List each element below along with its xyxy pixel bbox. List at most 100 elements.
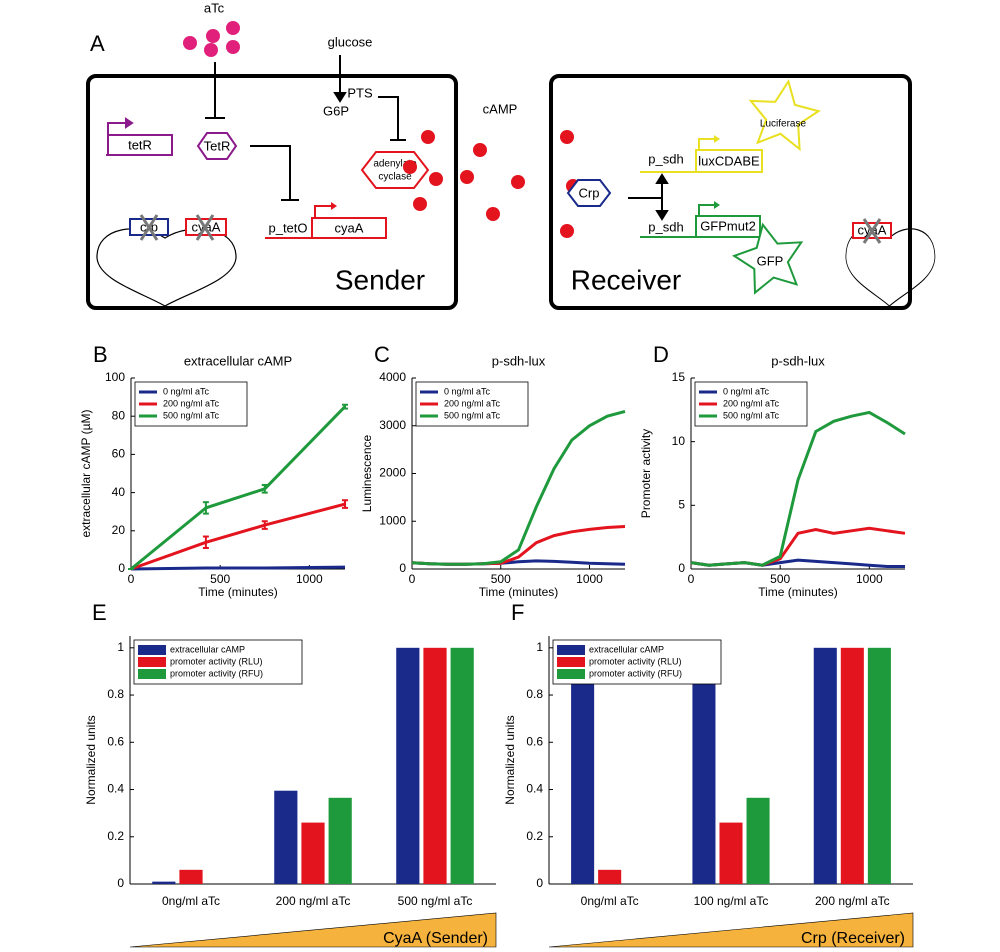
chromosome — [845, 228, 936, 307]
receiver-cell — [549, 74, 912, 310]
gradient-triangle — [548, 912, 914, 948]
x-tick-label: 500 ng/ml aTc — [398, 894, 473, 908]
annotation: CyaA (Sender) — [383, 930, 488, 947]
x-tick-label: 500 — [491, 572, 511, 586]
deletion-marks — [139, 214, 215, 241]
luciferase-label: Luciferase — [760, 119, 807, 130]
y-tick-label: 0.8 — [526, 687, 543, 701]
tetr-gene-label: tetR — [128, 137, 152, 152]
sender-label: Sender — [335, 264, 425, 295]
legend-label: 200 ng/ml aTc — [163, 398, 220, 408]
chart-title: p-sdh-lux — [492, 353, 546, 368]
legend-swatch — [138, 669, 166, 679]
y-tick-label: 0.6 — [526, 734, 543, 748]
tetr-protein-label: TetR — [204, 138, 231, 153]
y-axis-label: Normalized units — [503, 715, 517, 804]
bar — [301, 822, 325, 884]
data-line — [411, 409, 626, 566]
promoter-arrowhead — [714, 135, 720, 143]
x-tick-label: 1000 — [856, 572, 883, 586]
x-tick-label: 0 — [128, 572, 135, 586]
gfp-gene-label: GFPmut2 — [700, 218, 756, 233]
gradient-triangle — [129, 912, 497, 948]
panel-label: F — [511, 600, 524, 625]
legend-label: 0 ng/ml aTc — [444, 386, 491, 396]
panel-label: A — [90, 31, 105, 56]
bar — [423, 647, 447, 884]
promoter-label: p_sdh — [648, 151, 683, 166]
g6p-label: G6P — [323, 103, 349, 118]
legend-label: 500 ng/ml aTc — [163, 410, 220, 420]
lux-gene-label: luxCDABE — [698, 153, 760, 168]
y-tick-label: 0 — [678, 561, 685, 575]
y-tick-label: 0.6 — [107, 734, 124, 748]
panel-label: D — [653, 342, 669, 367]
legend-label: 200 ng/ml aTc — [723, 398, 780, 408]
x-axis-label: Time (minutes) — [758, 585, 838, 599]
promoter-arrow — [314, 205, 333, 218]
lux-gene — [695, 149, 763, 173]
pts-label: PTS — [347, 85, 373, 100]
bar — [746, 797, 770, 884]
bar — [813, 647, 837, 884]
y-tick-label: 0.4 — [526, 782, 543, 796]
promoter-label: p_sdh — [648, 219, 683, 234]
bar — [692, 676, 716, 884]
adenylate-cyclase-label: adenylate — [373, 159, 417, 170]
panel-label: E — [92, 600, 107, 625]
x-tick-label: 0 — [688, 572, 695, 586]
cyaa-gene-label: cyaA — [335, 220, 364, 235]
y-tick-label: 0 — [118, 561, 125, 575]
y-tick-label: 60 — [112, 447, 126, 461]
legend-label: promoter activity (RFU) — [170, 668, 263, 678]
annotation: Crp (Receiver) — [801, 930, 905, 947]
x-tick-label: 0ng/ml aTc — [581, 894, 639, 908]
y-axis-label: Normalized units — [84, 715, 98, 804]
atc-molecules — [183, 21, 240, 57]
error-bar — [261, 520, 268, 530]
y-tick-label: 0 — [117, 876, 124, 890]
x-tick-label: 500 — [210, 572, 230, 586]
legend-label: 200 ng/ml aTc — [444, 398, 501, 408]
y-axis-label: extracellular cAMP (µM) — [79, 409, 93, 537]
y-tick-label: 1 — [536, 640, 543, 654]
legend-swatch — [557, 657, 585, 667]
bar — [867, 647, 891, 884]
y-tick-label: 0 — [399, 561, 406, 575]
error-bar — [202, 535, 209, 549]
chart-title: extracellular cAMP — [184, 353, 292, 368]
legend-label: 500 ng/ml aTc — [444, 410, 501, 420]
x-tick-label: 200 ng/ml aTc — [276, 894, 351, 908]
data-line — [130, 502, 346, 571]
receiver-label: Receiver — [571, 264, 681, 295]
x-tick-label: 200 ng/ml aTc — [815, 894, 890, 908]
regulation-lines — [205, 55, 406, 201]
gfp-label: GFP — [757, 253, 784, 268]
y-axis-label: Luminescence — [360, 434, 374, 512]
luciferase-star — [748, 78, 821, 152]
bar — [274, 790, 298, 884]
legend-label: 500 ng/ml aTc — [723, 410, 780, 420]
promoter-arrow — [698, 138, 716, 150]
bar — [152, 881, 176, 884]
x-tick-label: 0 — [409, 572, 416, 586]
y-tick-label: 0.8 — [107, 687, 124, 701]
promoter-arrowhead — [331, 202, 337, 210]
error-bar — [202, 501, 209, 515]
data-line — [130, 565, 346, 571]
bar — [328, 797, 352, 884]
error-bar — [342, 403, 348, 410]
legend-label: promoter activity (RLU) — [589, 656, 682, 666]
bar — [179, 869, 203, 884]
x-tick-label: 1000 — [576, 572, 603, 586]
legend-swatch — [557, 669, 585, 679]
y-tick-label: 0.2 — [526, 829, 543, 843]
crp-protein — [566, 179, 612, 207]
legend-label: 0 ng/ml aTc — [163, 386, 210, 396]
gfp-star — [731, 222, 804, 295]
atc-label: aTc — [204, 0, 225, 15]
y-tick-label: 0.4 — [107, 782, 124, 796]
